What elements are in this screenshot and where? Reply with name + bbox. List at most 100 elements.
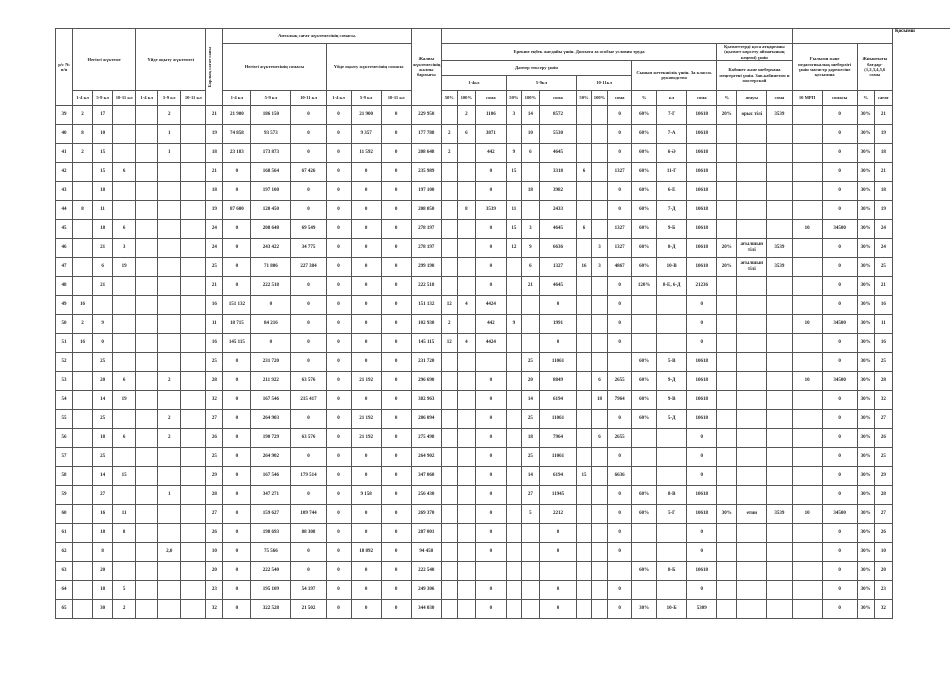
table-cell: 0 — [821, 294, 858, 315]
table-cell: 0 — [290, 142, 327, 163]
table-cell: 30% — [631, 598, 658, 619]
subheader-cell: 10-11 кл — [112, 89, 137, 106]
table-cell: 120 450 — [250, 199, 292, 220]
table-cell: 1 — [157, 484, 182, 505]
table-cell: 9-Б — [656, 218, 688, 239]
table-cell: 6 — [520, 256, 540, 277]
table-cell — [591, 560, 609, 581]
table-cell: 10618 — [686, 180, 718, 201]
table-cell: 229 950 — [410, 104, 442, 125]
table-cell — [656, 332, 688, 353]
table-cell — [736, 446, 768, 467]
table-cell — [180, 142, 207, 163]
table-cell: 0 — [350, 275, 382, 296]
table-cell: 9-В — [656, 389, 688, 410]
table-cell: 177 788 — [410, 123, 442, 144]
table-cell: 8 — [92, 541, 114, 562]
table-cell — [180, 503, 207, 524]
subheader-cell: 5-9 кл — [157, 89, 182, 106]
subheader-cell: 10 МРП — [791, 89, 823, 106]
header-cell: Дәптер тексеру үшін — [440, 59, 633, 76]
table-cell — [766, 408, 793, 429]
table-cell: 25 — [873, 256, 894, 277]
table-cell: 7-А — [656, 123, 688, 144]
table-cell — [791, 123, 823, 144]
table-cell — [575, 332, 593, 353]
table-cell: 0 — [325, 161, 352, 182]
table-cell: 15 — [112, 465, 137, 486]
table-cell: 45 — [54, 218, 74, 239]
table-cell — [766, 294, 793, 315]
table-cell — [135, 199, 159, 220]
table-cell — [135, 408, 159, 429]
table-cell: 0 — [222, 370, 252, 391]
table-cell: 0 — [325, 370, 352, 391]
table-cell: 21 — [873, 275, 894, 296]
table-cell — [72, 370, 94, 391]
table-cell: 20 — [205, 560, 224, 581]
table-cell: 0 — [821, 465, 858, 486]
payroll-table: р/с № п/п Негізгі жүктеме Үйде оқыту жүк… — [54, 28, 894, 619]
table-cell: 11 — [205, 313, 224, 334]
table-cell — [157, 275, 182, 296]
table-cell: 0 — [474, 579, 507, 600]
table-cell — [520, 161, 540, 182]
table-cell: 21 — [205, 104, 224, 125]
table-cell: 0 — [821, 104, 858, 125]
table-cell: 93 573 — [250, 123, 292, 144]
table-cell: 0 — [821, 256, 858, 277]
table-cell: 30% — [856, 123, 875, 144]
table-cell — [180, 389, 207, 410]
table-cell — [791, 598, 823, 619]
table-cell: 6 — [591, 427, 609, 448]
table-cell: 25 — [92, 408, 114, 429]
table-cell — [591, 313, 609, 334]
table-cell — [440, 218, 458, 239]
table-cell: 3871 — [474, 123, 507, 144]
table-cell: 2 — [72, 104, 94, 125]
table-cell: 0 — [474, 541, 507, 562]
table-cell — [736, 579, 768, 600]
table-cell — [656, 579, 688, 600]
table-cell: 10618 — [686, 484, 718, 505]
table-cell: 6 — [591, 370, 609, 391]
table-cell: 6 — [575, 161, 593, 182]
table-cell — [766, 389, 793, 410]
table-cell — [575, 541, 593, 562]
table-cell — [456, 142, 476, 163]
table-cell — [135, 522, 159, 543]
table-cell: 10618 — [686, 123, 718, 144]
table-cell — [591, 465, 609, 486]
table-cell — [656, 446, 688, 467]
table-cell: 30% — [856, 503, 875, 524]
table-cell — [92, 294, 114, 315]
table-cell: 30% — [856, 465, 875, 486]
table-cell: 0 — [474, 275, 507, 296]
table-cell: 60% — [631, 503, 658, 524]
table-cell: 1327 — [538, 256, 578, 277]
table-cell — [135, 294, 159, 315]
table-cell: 20 — [520, 370, 540, 391]
table-cell: 0 — [607, 541, 633, 562]
table-cell — [440, 389, 458, 410]
table-cell: 29 — [873, 465, 894, 486]
table-cell: 30% — [856, 351, 875, 372]
table-cell — [440, 104, 458, 125]
table-cell: 11 — [505, 199, 522, 220]
table-cell — [135, 465, 159, 486]
table-cell: 151 132 — [222, 294, 252, 315]
table-cell: 21 — [92, 275, 114, 296]
table-cell: 15 — [92, 142, 114, 163]
table-cell — [656, 522, 688, 543]
subheader-cell: сома — [607, 89, 633, 106]
table-cell: 10618 — [686, 104, 718, 125]
table-cell: 26 — [873, 522, 894, 543]
table-cell — [766, 275, 793, 296]
table-cell — [505, 465, 522, 486]
table-cell: 25 — [520, 351, 540, 372]
table-cell: 0 — [607, 275, 633, 296]
table-cell — [72, 560, 94, 581]
table-cell: 56 — [54, 427, 74, 448]
table-cell: 60% — [631, 199, 658, 220]
